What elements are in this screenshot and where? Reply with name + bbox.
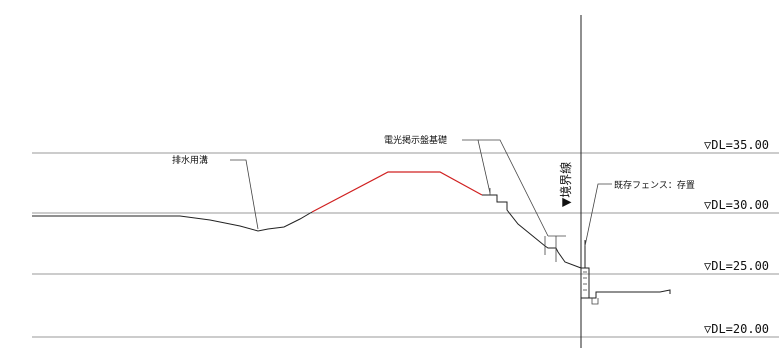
annotation-drainage: 排水用溝 [172,154,208,166]
level-label-20: ▽DL=20.00 [704,322,769,336]
boundary-label: ▼境界線 [558,162,573,207]
level-label-30: ▽DL=30.00 [704,198,769,212]
embankment-outline [312,172,482,212]
leader-drainage [230,160,258,229]
leader-sign-foundation-1 [462,140,490,193]
ground-profile [32,212,312,231]
leader-fence [585,184,612,246]
annotation-existing-fence: 既存フェンス：存置 [614,179,695,191]
drain-channel [589,290,670,298]
drain-channel-inner [592,298,598,304]
level-label-35: ▽DL=35.00 [704,138,769,152]
level-label-25: ▽DL=25.00 [704,259,769,273]
retaining-block [581,268,589,298]
annotation-sign-foundation: 電光掲示盤基礎 [384,134,447,146]
